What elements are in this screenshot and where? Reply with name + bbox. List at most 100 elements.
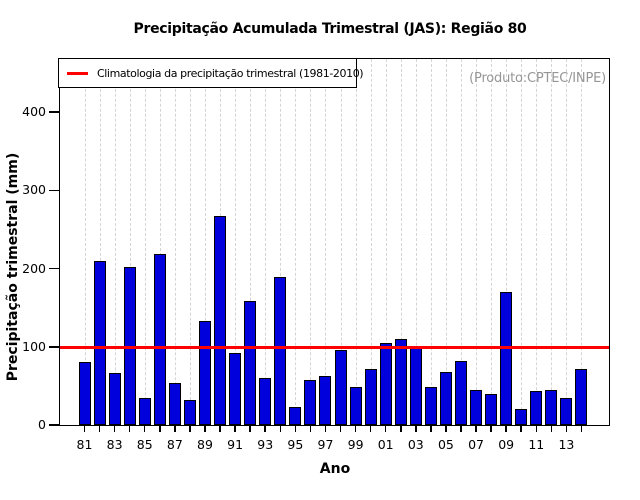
bar-1991 [229,353,242,425]
x-tick [490,426,492,432]
x-tick-label: 03 [407,437,424,452]
x-gridline [491,59,493,425]
x-tick-label: 87 [166,437,183,452]
legend-label: Climatologia da precipitação trimestral … [97,66,364,80]
x-tick [354,426,357,432]
bar-1984 [123,267,136,425]
x-tick [580,426,583,432]
x-tick [174,426,176,432]
x-gridline [265,59,267,425]
bar-2008 [485,393,498,425]
legend: Climatologia da precipitação trimestral … [58,58,364,88]
y-tick-label: 300 [22,182,46,198]
x-tick [189,426,191,432]
x-tick-label: 13 [558,437,575,452]
x-gridline [355,59,357,425]
bar-2011 [530,390,543,425]
x-gridline [174,59,176,425]
x-gridline [476,59,478,425]
x-tick [445,426,447,432]
x-tick [309,426,312,432]
x-tick-label: 11 [528,437,545,452]
y-tick [49,424,59,426]
x-tick [83,426,86,432]
bar-1996 [304,380,317,425]
bar-2003 [409,346,422,425]
x-tick [113,426,116,432]
x-gridline [310,59,312,425]
bar-2010 [515,409,528,425]
legend-line-sample [67,71,88,75]
x-gridline [204,59,206,425]
bar-2006 [455,360,467,425]
bar-1988 [183,399,196,425]
bar-1998 [334,349,347,425]
bar-1990 [214,216,227,425]
x-gridline [415,59,417,425]
x-tick-label: 81 [76,437,93,452]
source-annotation: (Produto:CPTEC/INPE) [469,71,606,86]
x-gridline [84,59,86,425]
x-tick [520,426,522,432]
x-gridline [521,59,523,425]
x-gridline [566,59,568,425]
x-tick [159,426,161,432]
bar-1989 [198,320,211,425]
bar-2012 [545,389,558,425]
x-gridline [551,59,553,425]
x-tick [460,426,462,432]
climatology-line [59,346,610,350]
x-gridline [340,59,342,425]
bar-1986 [153,253,166,425]
x-tick [234,426,236,432]
x-tick [415,426,417,432]
x-gridline [325,59,327,425]
y-tick-label: 400 [22,104,46,120]
x-gridline [400,59,402,425]
x-tick-label: 83 [106,437,123,452]
bar-2001 [379,342,392,425]
bar-1983 [108,373,121,425]
y-tick-label: 100 [22,338,46,354]
y-tick [49,189,59,192]
x-tick [565,426,568,432]
x-tick-label: 97 [317,437,334,452]
x-gridline [385,59,387,425]
bar-2004 [424,386,437,425]
x-tick [535,426,538,432]
x-gridline [144,59,146,425]
bar-1993 [259,378,272,425]
x-gridline [295,59,297,425]
x-gridline [370,59,372,425]
x-gridline [99,59,101,425]
y-tick-label: 200 [22,260,46,276]
x-tick [279,426,282,432]
x-tick [400,426,402,432]
x-tick [219,426,221,432]
bar-1985 [138,397,151,425]
x-gridline [129,59,131,425]
x-gridline [235,59,237,425]
x-tick-label: 01 [377,437,394,452]
x-tick-label: 09 [498,437,515,452]
x-axis-label: Ano [319,461,351,477]
x-tick [128,426,131,432]
bar-1997 [319,375,332,425]
x-tick-label: 07 [468,437,484,452]
bar-2014 [575,368,588,425]
bar-2013 [560,398,573,425]
bar-1982 [93,260,106,425]
x-tick-label: 85 [136,437,153,452]
y-tick [49,267,59,270]
x-tick [339,426,342,432]
x-tick [550,426,553,432]
x-tick [143,426,146,432]
x-tick [204,426,206,432]
bar-2007 [470,389,483,425]
x-tick-label: 89 [197,437,213,452]
x-gridline [445,59,447,425]
x-tick-label: 95 [287,437,304,452]
bar-1995 [289,407,302,425]
x-tick [430,426,432,432]
